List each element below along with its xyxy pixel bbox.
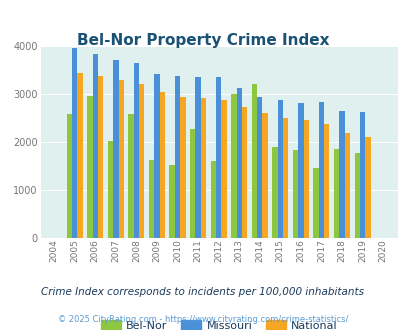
- Bar: [87, 96, 92, 238]
- Bar: [113, 60, 118, 238]
- Bar: [139, 83, 144, 238]
- Legend: Bel-Nor, Missouri, National: Bel-Nor, Missouri, National: [96, 316, 341, 330]
- Text: © 2025 CityRating.com - https://www.cityrating.com/crime-statistics/: © 2025 CityRating.com - https://www.city…: [58, 315, 347, 324]
- Bar: [297, 103, 303, 238]
- Bar: [364, 137, 370, 238]
- Bar: [236, 88, 241, 238]
- Text: Bel-Nor Property Crime Index: Bel-Nor Property Crime Index: [77, 33, 328, 48]
- Bar: [66, 114, 72, 238]
- Bar: [282, 118, 288, 238]
- Bar: [230, 94, 236, 238]
- Bar: [277, 100, 282, 238]
- Bar: [200, 98, 206, 238]
- Bar: [333, 149, 339, 238]
- Bar: [344, 133, 349, 238]
- Bar: [180, 97, 185, 238]
- Bar: [256, 97, 262, 238]
- Bar: [159, 92, 164, 238]
- Bar: [128, 114, 133, 238]
- Bar: [323, 124, 328, 238]
- Bar: [215, 77, 221, 238]
- Bar: [303, 120, 308, 238]
- Bar: [108, 141, 113, 238]
- Bar: [154, 75, 159, 238]
- Bar: [292, 150, 297, 238]
- Bar: [318, 102, 323, 238]
- Text: Crime Index corresponds to incidents per 100,000 inhabitants: Crime Index corresponds to incidents per…: [41, 287, 364, 297]
- Bar: [221, 100, 226, 238]
- Bar: [195, 77, 200, 238]
- Bar: [72, 48, 77, 238]
- Bar: [133, 63, 139, 238]
- Bar: [210, 161, 215, 238]
- Bar: [354, 153, 359, 238]
- Bar: [98, 76, 103, 238]
- Bar: [92, 54, 98, 238]
- Bar: [118, 80, 124, 238]
- Bar: [149, 160, 154, 238]
- Bar: [339, 111, 344, 238]
- Bar: [359, 112, 364, 238]
- Bar: [262, 113, 267, 238]
- Bar: [313, 168, 318, 238]
- Bar: [175, 76, 180, 238]
- Bar: [272, 147, 277, 238]
- Bar: [77, 73, 83, 238]
- Bar: [241, 108, 247, 238]
- Bar: [251, 83, 256, 238]
- Bar: [169, 165, 175, 238]
- Bar: [190, 128, 195, 238]
